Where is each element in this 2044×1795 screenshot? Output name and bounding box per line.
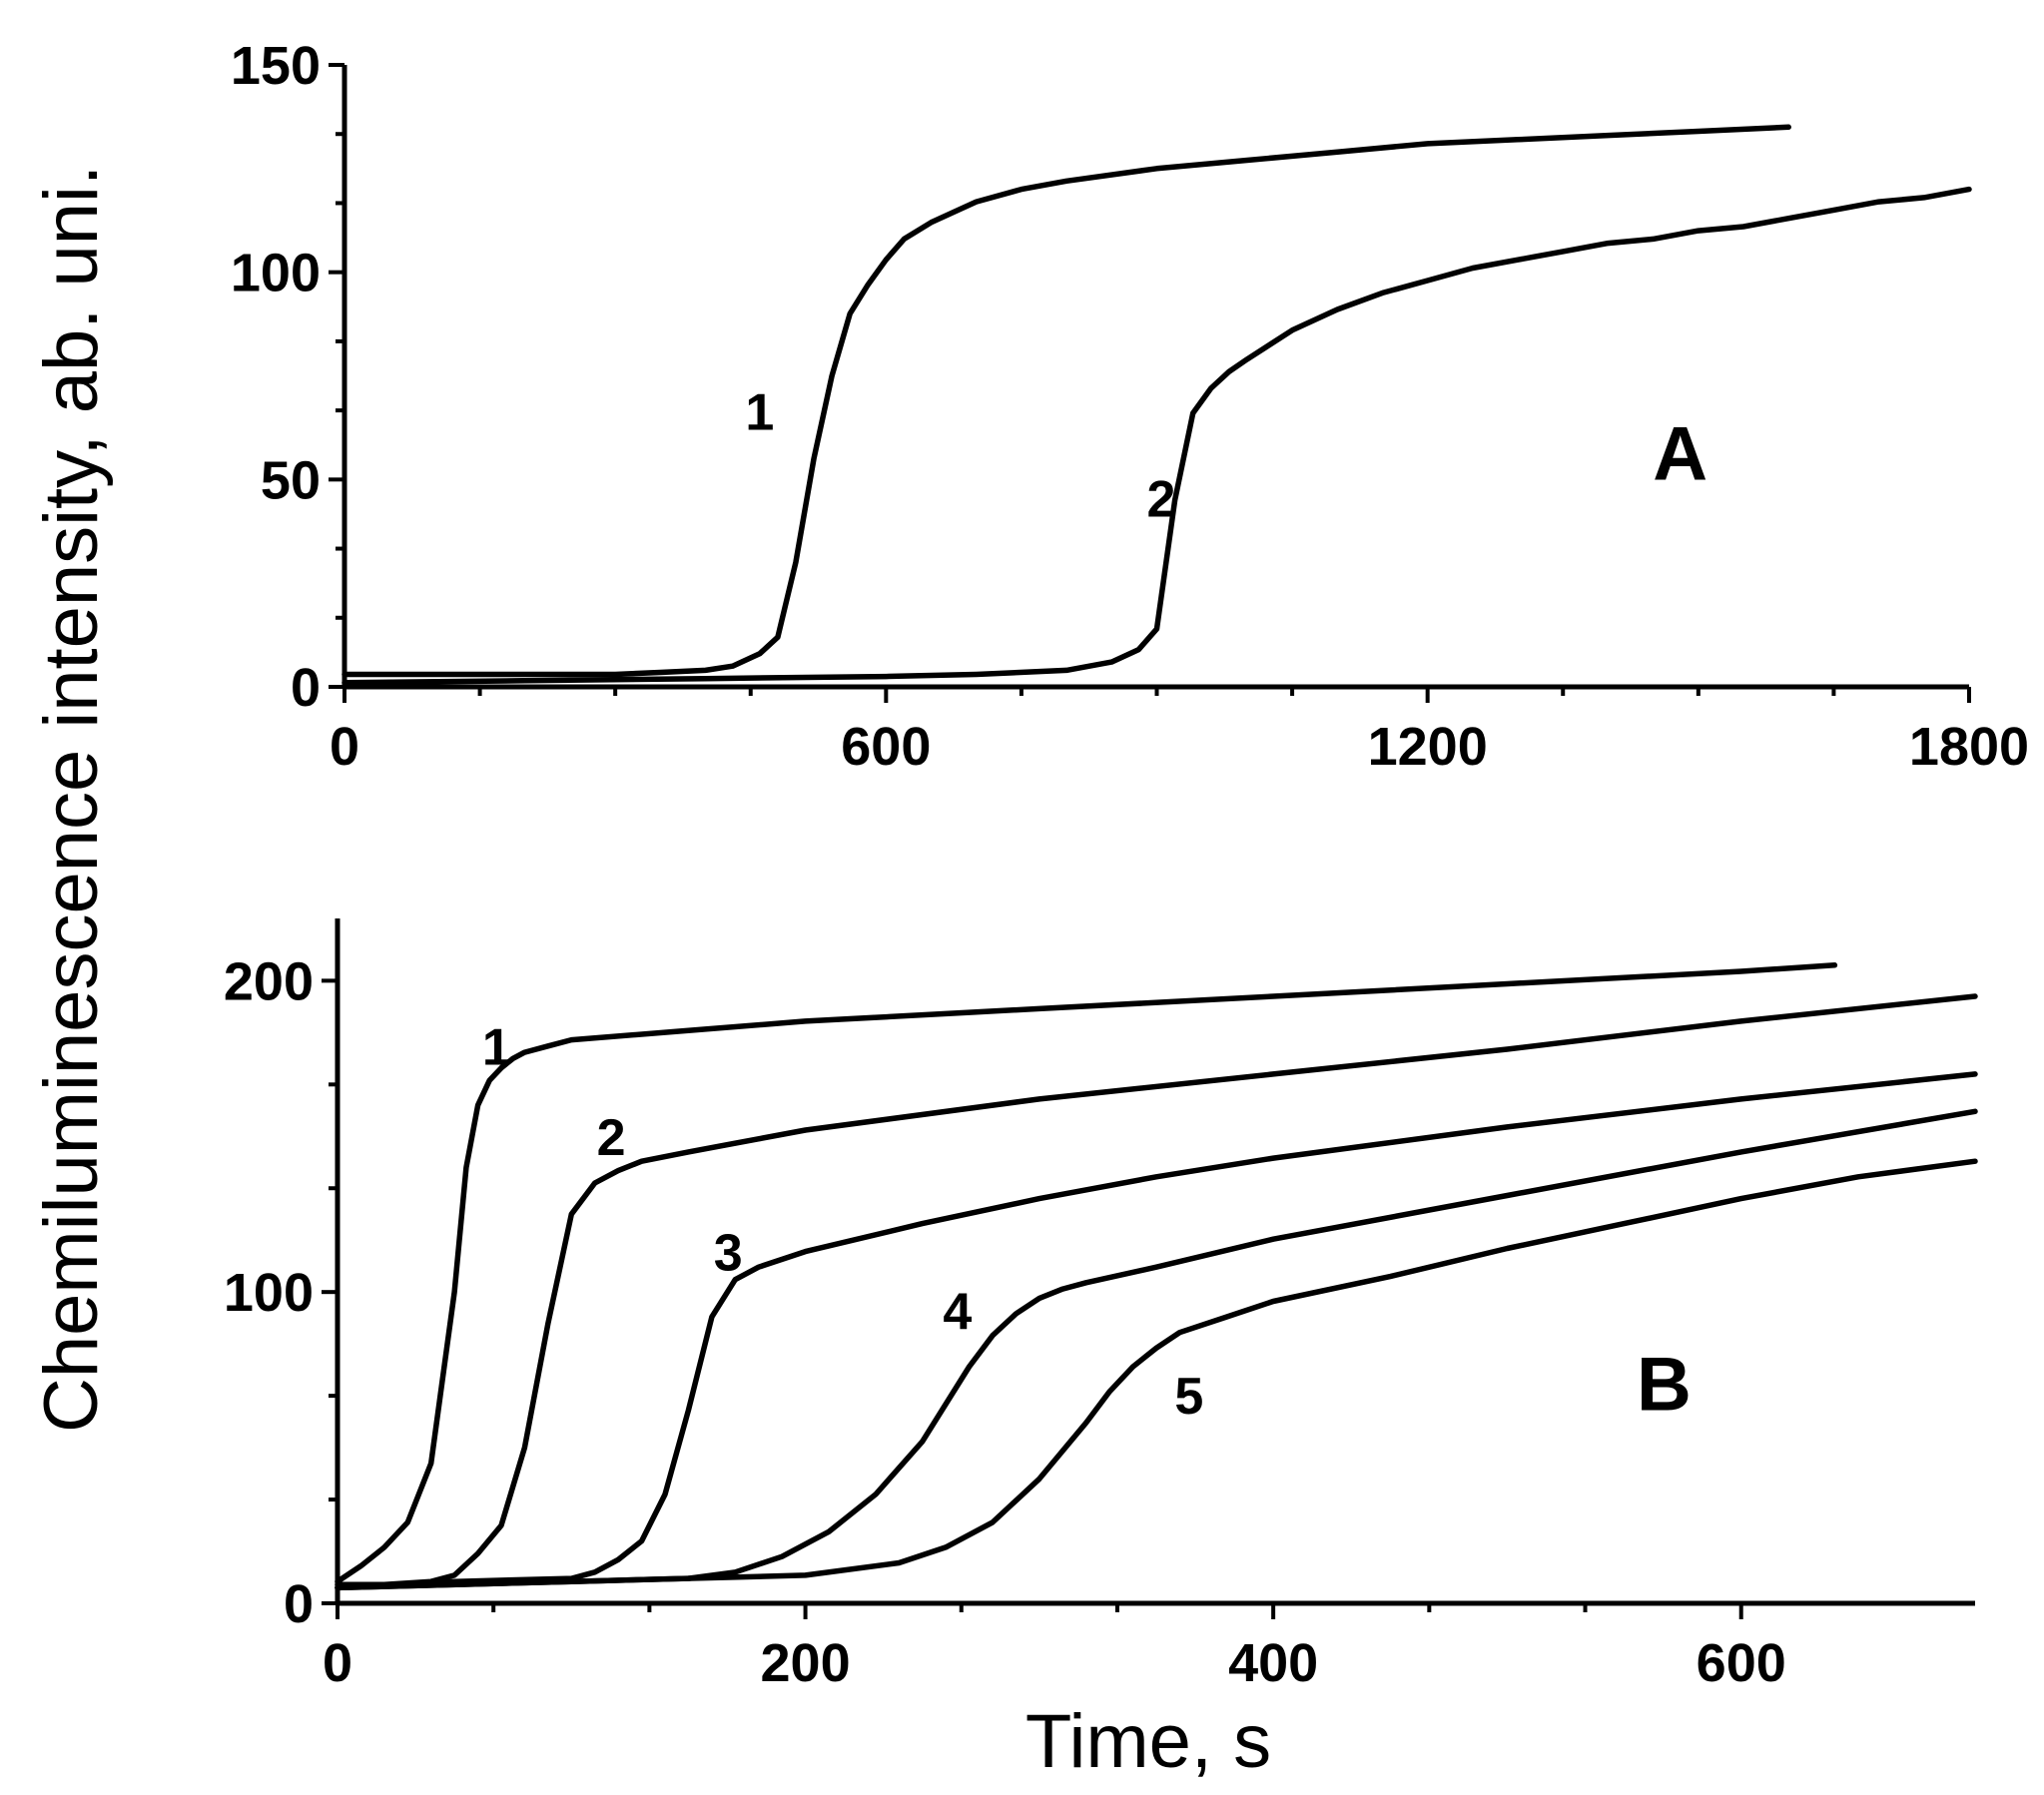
panel-b-curve-5	[335, 1158, 1978, 1591]
panel-b-curve-3	[335, 1071, 1978, 1591]
panel-a-x-tick-label: 0	[330, 717, 359, 777]
panel-b-curve-1	[335, 962, 1838, 1584]
panel-b-x-tick-label: 400	[1228, 1633, 1318, 1693]
panel-b-curve-label-5: 5	[1174, 1368, 1203, 1426]
panel-b-curve-label-4: 4	[943, 1284, 972, 1342]
panel-a-y-tick-label: 0	[291, 658, 321, 718]
panel-a-curve-label-1: 1	[745, 383, 774, 441]
panel-b: 0 200 400 600 0 100 200 1 2 3 4 5 B	[224, 918, 1978, 1693]
panel-b-letter: B	[1637, 1343, 1692, 1428]
y-axis-title: Chemiluminescence intensity, ab. uni.	[29, 165, 114, 1433]
panel-a-x-tick-label: 600	[841, 717, 931, 777]
panel-b-x-tick-label: 600	[1697, 1633, 1786, 1693]
panel-a-y-tick-label: 150	[231, 36, 321, 96]
panel-a-letter: A	[1653, 411, 1707, 496]
panel-b-x-tick-label: 0	[323, 1633, 352, 1693]
panel-a-curve-2	[341, 186, 1972, 686]
panel-b-x-tick-label: 200	[761, 1633, 851, 1693]
panel-a: 0 600 1200 1800 0 50 100 150 1 2 A	[231, 36, 2029, 777]
panel-a-x-tick-label: 1800	[1909, 717, 2029, 777]
panel-a-y-tick-label: 100	[231, 244, 321, 303]
panel-a-curve-label-2: 2	[1147, 471, 1176, 529]
panel-b-curve-4	[335, 1108, 1978, 1591]
panel-b-y-tick-label: 200	[224, 951, 314, 1011]
x-axis-title: Time, s	[1025, 1699, 1271, 1784]
panel-b-curve-2	[335, 993, 1978, 1588]
panel-b-curve-label-2: 2	[597, 1109, 626, 1167]
panel-b-curve-label-1: 1	[482, 1019, 511, 1077]
panel-b-y-tick-label: 100	[224, 1263, 314, 1323]
panel-a-y-tick-label: 50	[261, 450, 321, 510]
panel-b-y-tick-label: 0	[284, 1574, 314, 1634]
panel-a-x-tick-label: 1200	[1368, 717, 1488, 777]
panel-b-curve-label-3: 3	[714, 1224, 743, 1282]
panel-a-curve-1	[341, 124, 1791, 678]
